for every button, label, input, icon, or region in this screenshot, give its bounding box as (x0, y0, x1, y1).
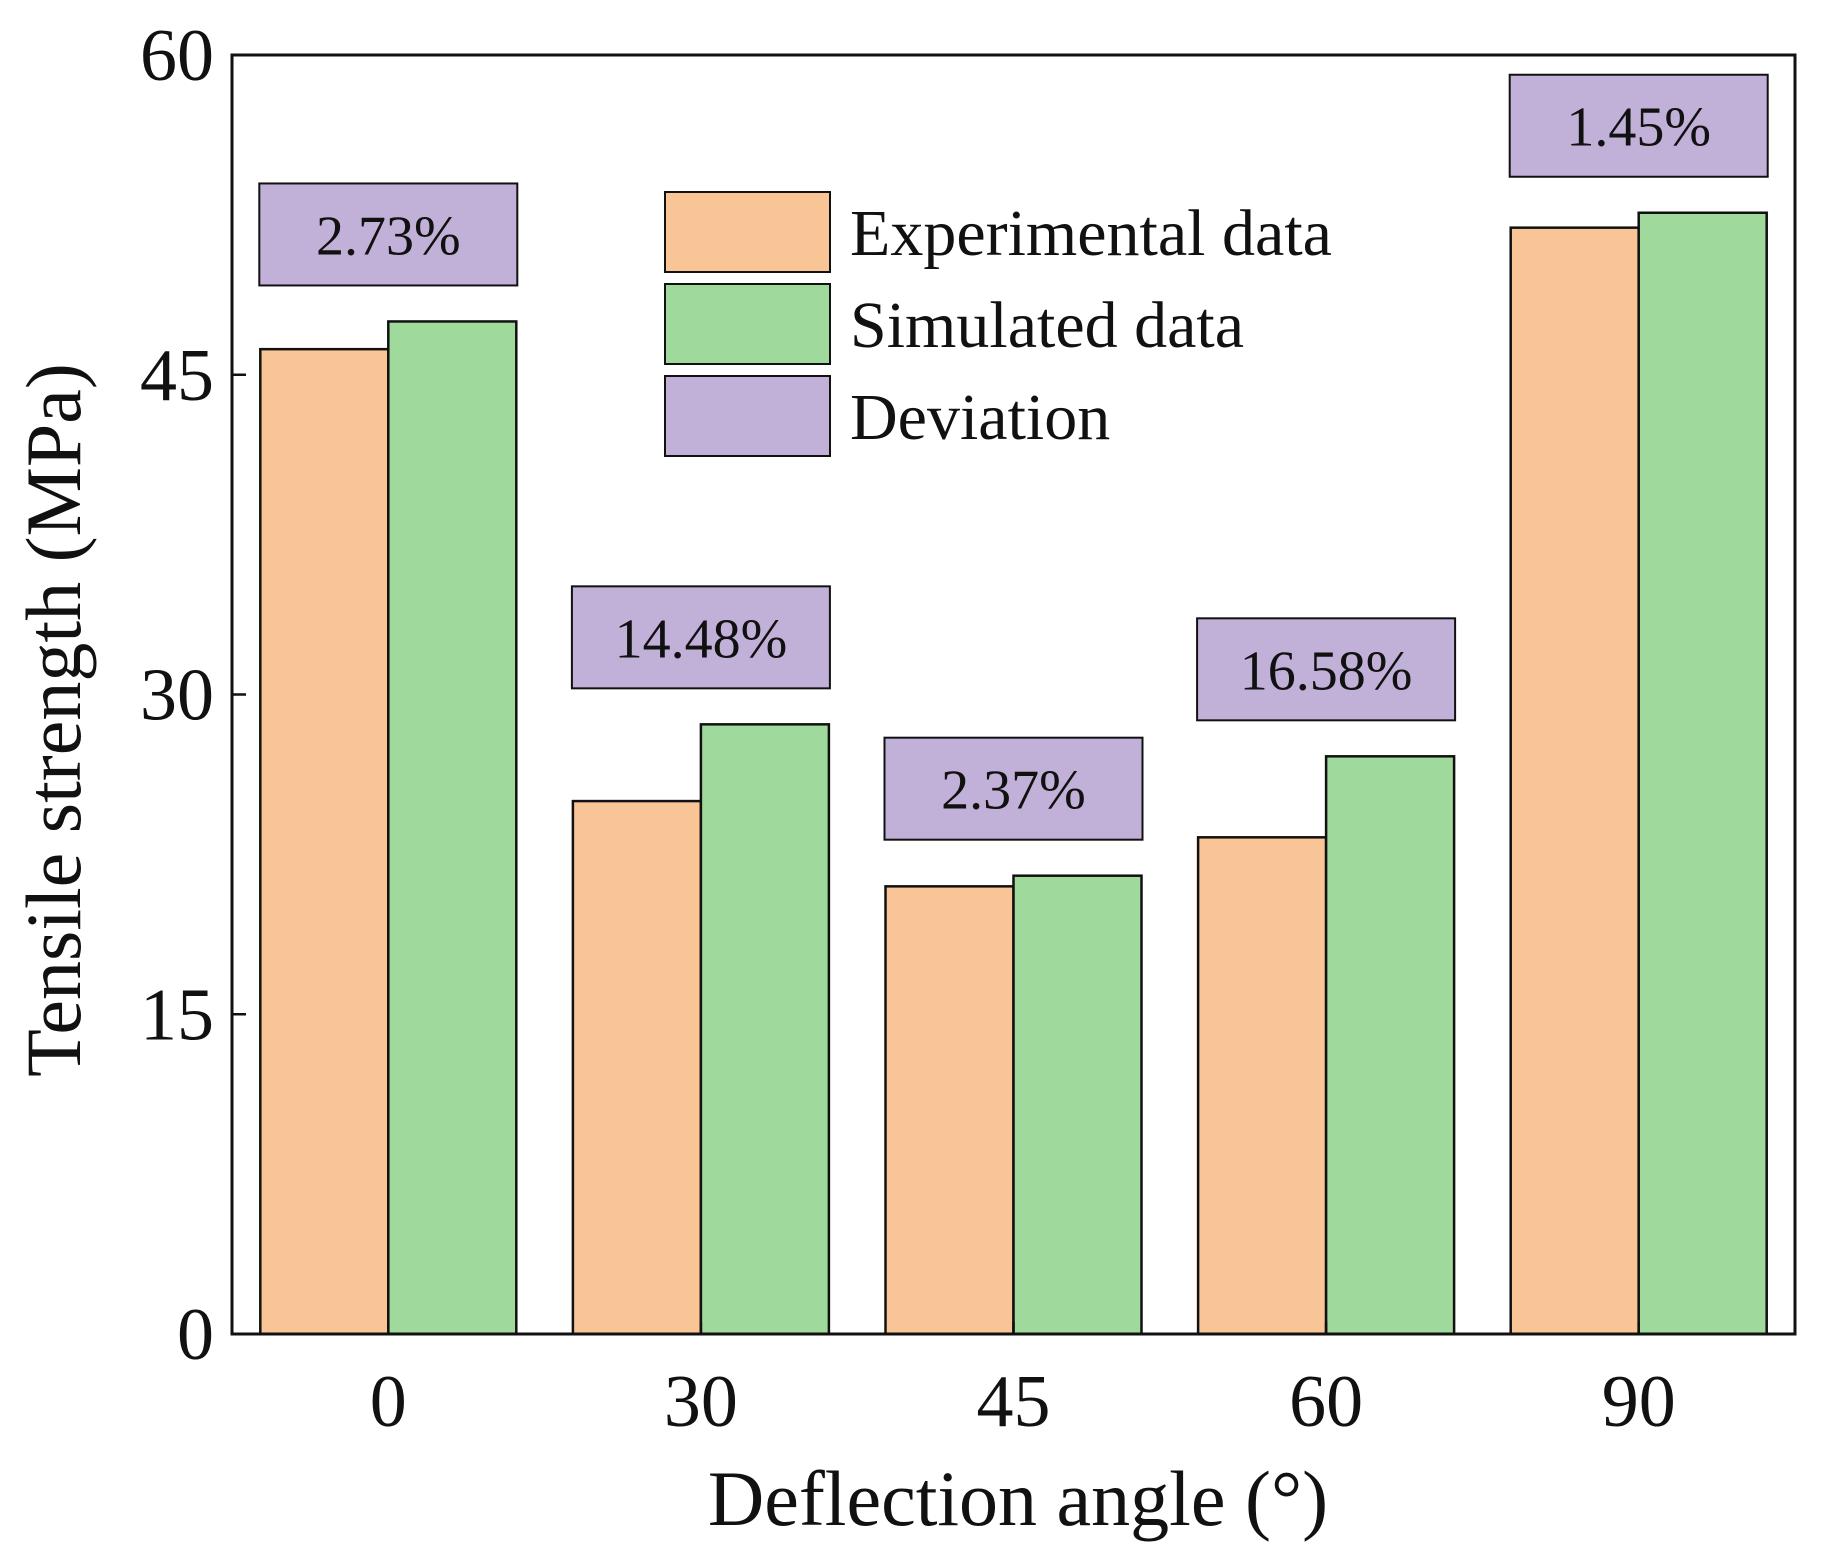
x-tick-label-30: 30 (664, 1361, 738, 1443)
legend-label-experimental: Experimental data (850, 197, 1332, 270)
x-tick-label-45: 45 (977, 1361, 1051, 1443)
y-tick-label-45: 45 (140, 335, 214, 417)
x-tick-label-0: 0 (370, 1361, 407, 1443)
deviation-label-0: 2.73% (316, 205, 461, 267)
bar-simulated-0 (387, 320, 518, 1336)
x-tick-label-60: 60 (1289, 1361, 1363, 1443)
bar-experimental-90 (1509, 226, 1640, 1336)
y-tick-label-60: 60 (140, 15, 214, 97)
deviation-box-45 (883, 736, 1144, 841)
y-axis-title: Tensile strength (MPa) (10, 363, 97, 1077)
legend-label-simulated: Simulated data (850, 289, 1244, 362)
plot-area: 2.73% 14.48% 2.37% 16.58% 1.45% (258, 73, 1769, 1336)
bar-experimental-30 (571, 799, 703, 1336)
bar-experimental-45 (884, 885, 1015, 1336)
deviation-label-45: 2.37% (941, 760, 1086, 822)
bar-simulated-90 (1637, 211, 1768, 1336)
bar-simulated-60 (1324, 755, 1456, 1336)
y-tick-label-0: 0 (177, 1294, 214, 1376)
legend-label-deviation: Deviation (850, 381, 1110, 454)
bar-experimental-0 (259, 347, 390, 1336)
deviation-box-30 (570, 585, 831, 690)
legend-swatch-deviation (664, 375, 831, 457)
deviation-label-90: 1.45% (1566, 97, 1711, 159)
legend-swatch-experimental (664, 191, 831, 273)
deviation-box-90 (1508, 73, 1769, 178)
deviation-box-60 (1196, 617, 1457, 722)
legend-swatch-simulated (664, 283, 831, 365)
x-tick-label-90: 90 (1602, 1361, 1676, 1443)
deviation-box-0 (258, 182, 519, 287)
bar-simulated-30 (699, 723, 831, 1336)
bar-simulated-45 (1012, 874, 1143, 1336)
y-tick-label-30: 30 (140, 655, 214, 737)
bar-experimental-60 (1196, 836, 1328, 1336)
deviation-label-60: 16.58% (1240, 640, 1413, 702)
legend: Experimental data Simulated data Deviation (664, 191, 1332, 457)
y-tick-label-15: 15 (140, 974, 214, 1056)
x-axis-title: Deflection angle (°) (708, 1455, 1328, 1542)
deviation-label-30: 14.48% (615, 608, 788, 670)
axes: 0 30 45 60 90 0 15 30 45 60 (140, 15, 1797, 1443)
